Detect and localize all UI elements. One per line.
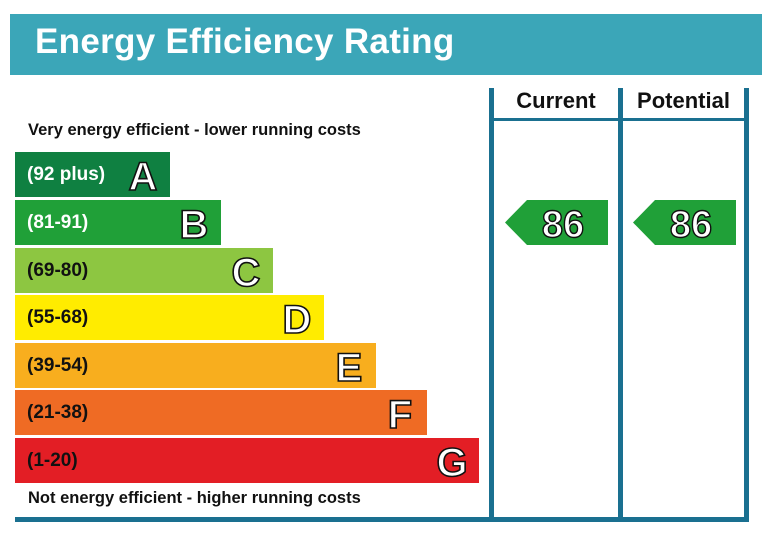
chart-title: Energy Efficiency Rating (35, 22, 455, 61)
band-c: (69-80) C (15, 248, 273, 296)
frame-line-left (489, 88, 494, 521)
band-g: (1-20) G (15, 438, 479, 486)
current-rating-value: 86 (542, 204, 584, 245)
band-f-letter-icon: F (387, 392, 413, 438)
potential-rating-value: 86 (670, 204, 712, 245)
band-c-letter: C (232, 251, 261, 295)
band-g-letter-icon: G (436, 440, 469, 486)
band-b-letter: B (180, 203, 209, 247)
caption-very-efficient: Very energy efficient - lower running co… (28, 121, 361, 139)
band-d: (55-68) D (15, 295, 324, 343)
band-f: (21-38) F (15, 390, 427, 438)
frame-line-right (744, 88, 749, 521)
band-d-letter: D (283, 298, 312, 342)
band-b-range: (81-91) (27, 212, 89, 233)
potential-rating-arrow-shape (633, 200, 736, 245)
band-c-letter-icon: C (231, 250, 261, 296)
band-g-range: (1-20) (27, 450, 78, 471)
band-f-letter: F (388, 393, 412, 437)
band-a-letter: A (129, 155, 158, 199)
frame-line-middle (618, 88, 623, 521)
current-rating-arrow: 86 (505, 200, 608, 245)
band-e: (39-54) E (15, 343, 376, 391)
band-e-range: (39-54) (27, 355, 89, 376)
band-b: (81-91) B (15, 200, 221, 248)
band-g-letter: G (436, 441, 467, 485)
caption-not-efficient: Not energy efficient - higher running co… (28, 489, 361, 507)
frame-header-divider (489, 118, 749, 121)
band-a: (92 plus) A (15, 152, 170, 200)
band-e-letter-icon: E (335, 345, 363, 391)
potential-rating-arrow: 86 (633, 200, 736, 245)
band-b-letter-icon: B (179, 202, 209, 248)
band-f-range: (21-38) (27, 402, 89, 423)
band-a-letter-icon: A (128, 154, 158, 200)
band-d-range: (55-68) (27, 307, 89, 328)
column-header-potential: Potential (637, 88, 730, 113)
band-c-range: (69-80) (27, 260, 89, 281)
title-banner: Energy Efficiency Rating (10, 14, 762, 75)
column-header-current: Current (516, 88, 596, 113)
frame-bottom-line (15, 517, 749, 522)
current-rating-arrow-shape (505, 200, 608, 245)
band-d-letter-icon: D (282, 297, 312, 343)
band-e-letter: E (336, 346, 363, 390)
band-a-range: (92 plus) (27, 164, 106, 185)
